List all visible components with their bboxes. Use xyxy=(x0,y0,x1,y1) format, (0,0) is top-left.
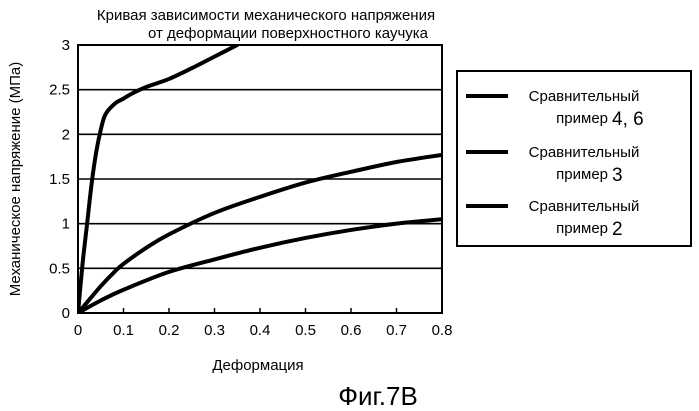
legend-number: 2 xyxy=(612,219,623,240)
legend-box xyxy=(456,70,692,247)
x-tick-label: 0.8 xyxy=(432,322,453,339)
y-tick-label: 2 xyxy=(62,126,70,143)
x-tick-label: 0.4 xyxy=(250,322,271,339)
y-tick-label: 0.5 xyxy=(49,260,70,277)
figure-caption: Фиг.7В xyxy=(338,381,418,411)
chart-title: Кривая зависимости механического напряже… xyxy=(97,7,435,24)
series-line-1 xyxy=(78,45,240,313)
x-tick-label: 0.5 xyxy=(295,322,316,339)
x-tick-label: 0.2 xyxy=(159,322,180,339)
series-line-2 xyxy=(78,152,442,313)
legend-number: 3 xyxy=(612,165,623,186)
legend-label: Сравнительный xyxy=(529,144,640,161)
legend-label: пример xyxy=(556,220,608,237)
grid-lines xyxy=(77,88,443,313)
legend-label: Сравнительный xyxy=(529,198,640,215)
x-tick-label: 0.1 xyxy=(113,322,134,339)
y-tick-label: 2.5 xyxy=(49,82,70,99)
x-tick-label: 0.6 xyxy=(341,322,362,339)
y-axis-label: Механическое напряжение (МПа) xyxy=(7,62,24,296)
plot-frame xyxy=(77,44,443,314)
plot-lines xyxy=(78,45,442,313)
y-tick-labels: 0 0.5 1 1.5 2 2.5 3 xyxy=(49,37,70,322)
x-tick-label: 0 xyxy=(74,322,82,339)
x-axis-label: Деформация xyxy=(212,357,303,374)
legend-label: пример xyxy=(556,110,608,127)
legend-number: 4, 6 xyxy=(612,109,644,130)
x-tick-label: 0.7 xyxy=(386,322,407,339)
x-tick-label: 0.3 xyxy=(204,322,225,339)
legend-label: Сравнительный xyxy=(529,88,640,105)
y-tick-label: 1 xyxy=(62,216,70,233)
x-tick-labels: 0 0.1 0.2 0.3 0.4 0.5 0.6 0.7 0.8 xyxy=(74,322,453,339)
series-line-3 xyxy=(78,217,442,313)
chart-subtitle: от деформации поверхностного каучука xyxy=(148,25,429,42)
y-tick-label: 3 xyxy=(62,37,70,54)
y-tick-label: 0 xyxy=(62,305,70,322)
y-tick-label: 1.5 xyxy=(49,171,70,188)
legend-label: пример xyxy=(556,166,608,183)
